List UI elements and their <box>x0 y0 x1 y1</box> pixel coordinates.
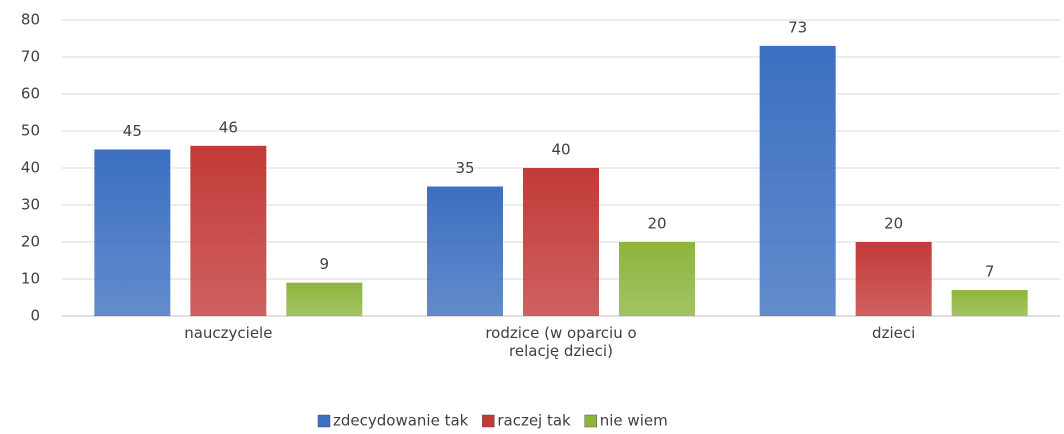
y-tick-label: 50 <box>21 122 40 140</box>
y-tick-label: 0 <box>30 307 40 325</box>
data-label: 20 <box>647 215 666 233</box>
data-label: 73 <box>788 18 807 36</box>
bar <box>855 242 932 316</box>
bar <box>190 145 267 316</box>
data-label: 35 <box>455 159 474 177</box>
data-label: 45 <box>123 122 142 140</box>
legend-label: nie wiem <box>600 412 668 430</box>
legend-swatch <box>584 414 597 428</box>
y-tick-label: 70 <box>21 48 40 66</box>
legend-label: raczej tak <box>497 412 571 430</box>
y-tick-label: 80 <box>21 11 40 29</box>
bar <box>286 282 363 316</box>
legend-swatch <box>317 414 331 428</box>
bar <box>619 242 695 316</box>
bar <box>951 290 1028 316</box>
bar <box>759 45 836 317</box>
legend-label: zdecydowanie tak <box>333 412 469 430</box>
legend-swatch <box>482 414 495 428</box>
bar <box>427 186 503 316</box>
y-tick-label: 40 <box>21 159 40 177</box>
y-tick-label: 60 <box>21 85 40 103</box>
data-label: 9 <box>320 255 330 273</box>
y-tick-label: 10 <box>21 270 40 288</box>
x-tick-label: rodzice (w oparciu o relację dzieci) <box>485 324 637 360</box>
bar <box>523 168 599 316</box>
data-label: 7 <box>985 263 995 281</box>
data-label: 46 <box>219 118 238 136</box>
bar <box>94 149 171 316</box>
data-label: 20 <box>884 215 903 233</box>
y-tick-label: 20 <box>21 233 40 251</box>
x-tick-label: nauczyciele <box>184 324 273 342</box>
y-tick-label: 30 <box>21 196 40 214</box>
data-label: 40 <box>551 141 570 159</box>
x-tick-label: dzieci <box>872 324 916 342</box>
